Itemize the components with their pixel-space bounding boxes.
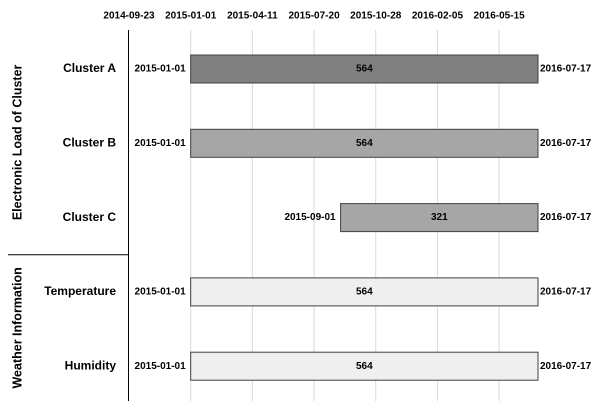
category-label: Temperature <box>44 284 116 298</box>
x-tick-label: 2015-07-20 <box>288 11 340 22</box>
bar <box>190 54 539 84</box>
x-tick-label: 2014-09-23 <box>103 11 155 22</box>
x-tick-label: 2016-02-05 <box>412 11 464 22</box>
x-tick-label: 2015-01-01 <box>165 11 217 22</box>
bar <box>190 128 539 158</box>
group-label: Electronic Load of Cluster <box>10 64 24 220</box>
group-label: Weather Information <box>10 267 24 388</box>
bar <box>340 203 539 233</box>
bar <box>190 277 539 307</box>
end-label: 2016-07-17 <box>540 287 592 298</box>
value-label: 564 <box>356 287 373 298</box>
category-label: Cluster B <box>63 135 117 149</box>
category-label: Cluster C <box>63 210 117 224</box>
value-label: 564 <box>356 64 373 75</box>
x-tick-label: 2016-05-15 <box>474 11 526 22</box>
start-label: 2015-01-01 <box>135 287 187 298</box>
end-label: 2016-07-17 <box>540 212 592 223</box>
bar <box>190 351 539 381</box>
start-label: 2015-01-01 <box>135 64 187 75</box>
value-label: 321 <box>431 212 448 223</box>
value-label: 564 <box>356 361 373 372</box>
start-label: 2015-01-01 <box>135 138 187 149</box>
category-label: Cluster A <box>63 61 116 75</box>
x-tick-label: 2015-10-28 <box>350 11 402 22</box>
end-label: 2016-07-17 <box>540 361 592 372</box>
end-label: 2016-07-17 <box>540 138 592 149</box>
start-label: 2015-01-01 <box>135 361 187 372</box>
x-tick-label: 2015-04-11 <box>227 11 278 22</box>
start-label: 2015-09-01 <box>284 212 336 223</box>
value-label: 564 <box>356 138 373 149</box>
category-label: Humidity <box>65 358 117 372</box>
end-label: 2016-07-17 <box>540 64 592 75</box>
